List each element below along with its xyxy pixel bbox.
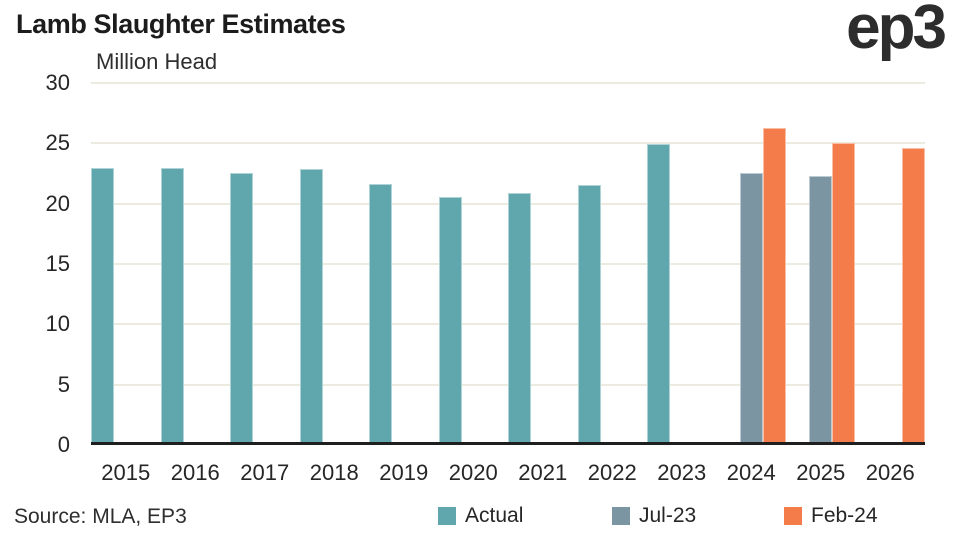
bar-group-2019: [369, 83, 439, 442]
bar-cell: [91, 83, 115, 442]
x-tick-label-2024: 2024: [726, 460, 776, 485]
bar-actual-2021: [508, 193, 532, 442]
legend-label: Actual: [465, 504, 524, 527]
bar-actual-2015: [91, 167, 115, 442]
x-axis-tick-labels: 2015 2016 2017 2018 2019 2020 2021 2022 2023 2024…: [91, 460, 925, 488]
bar-cell: [901, 83, 925, 442]
bar-cell: [832, 83, 856, 442]
legend-swatch-icon: [784, 507, 802, 525]
x-tick-label-2018: 2018: [309, 460, 359, 485]
bar-cell: [809, 83, 833, 442]
bar-group-2023: [647, 83, 717, 442]
bar-actual-2023: [647, 144, 671, 442]
bar-cell: [762, 83, 786, 442]
bar-feb-24-2025: [832, 142, 856, 442]
bar-cell: [369, 83, 393, 442]
bar-group-2026: [856, 83, 926, 442]
bar-cell: [508, 83, 532, 442]
y-tick-label-20: 20: [45, 190, 70, 216]
legend-item-actual: Actual: [438, 504, 523, 528]
bar-group-2024: [717, 83, 787, 442]
bar-group-2017: [230, 83, 300, 442]
bar-cell: [230, 83, 254, 442]
bar-group-2016: [160, 83, 231, 442]
bar-group-2022: [577, 83, 648, 442]
bar-actual-2017: [230, 172, 254, 442]
x-tick-label-2021: 2021: [518, 460, 568, 485]
legend-item-feb-24: Feb-24: [784, 504, 878, 528]
bar-actual-2020: [438, 196, 462, 442]
chart-title: Lamb Slaughter Estimates: [16, 9, 346, 39]
x-tick-label-2020: 2020: [448, 460, 498, 485]
bar-cell: [438, 83, 462, 442]
x-tick-label-2016: 2016: [170, 460, 220, 485]
y-tick-label-10: 10: [45, 311, 70, 337]
y-tick-label-0: 0: [57, 432, 70, 457]
bar-cell: [647, 83, 671, 442]
y-tick-label-5: 5: [57, 371, 70, 397]
source-note: Source: MLA, EP3: [14, 505, 187, 528]
bar-group-2025: [786, 83, 856, 442]
bar-group-2018: [299, 83, 370, 442]
gridline-y30: [91, 82, 925, 84]
bar-feb-24-2026: [901, 147, 925, 442]
x-tick-label-2023: 2023: [657, 460, 707, 485]
legend-label: Feb-24: [811, 504, 878, 527]
x-tick-label-2025: 2025: [796, 460, 846, 485]
bar-feb-24-2024: [762, 128, 786, 442]
y-axis-tick-labels: 0 5 10 15 20 25 30: [0, 72, 76, 456]
legend-swatch-icon: [438, 507, 456, 525]
plot-area: [91, 82, 926, 445]
y-tick-label-30: 30: [45, 70, 70, 95]
x-tick-label-2019: 2019: [379, 460, 429, 485]
y-tick-label-25: 25: [45, 130, 70, 156]
bar-jul-23-2025: [809, 176, 833, 442]
x-tick-label-2015: 2015: [101, 460, 151, 485]
bar-group-2020: [438, 83, 509, 442]
bar-actual-2016: [160, 167, 184, 442]
legend-swatch-icon: [612, 507, 630, 525]
bar-actual-2018: [299, 169, 323, 442]
bar-cell: [299, 83, 323, 442]
legend-item-jul-23: Jul-23: [612, 504, 696, 528]
legend-label: Jul-23: [639, 504, 697, 527]
x-tick-label-2017: 2017: [240, 460, 290, 485]
x-tick-label-2026: 2026: [865, 460, 915, 485]
legend: Actual Jul-23 Feb-24: [0, 504, 962, 534]
y-axis-unit-label: Million Head: [96, 49, 218, 74]
bar-jul-23-2024: [739, 172, 763, 442]
y-tick-label-15: 15: [45, 251, 70, 276]
bar-cell: [160, 83, 184, 442]
bar-cell: [739, 83, 763, 442]
gridline-y25: [91, 142, 925, 145]
bar-group-2015: [91, 83, 161, 442]
bar-actual-2019: [369, 183, 393, 442]
bar-actual-2022: [577, 184, 601, 442]
bar-group-2021: [508, 83, 578, 442]
x-tick-label-2022: 2022: [587, 460, 637, 485]
bar-cell: [577, 83, 601, 442]
ep3-logo: ep3: [846, 0, 947, 62]
